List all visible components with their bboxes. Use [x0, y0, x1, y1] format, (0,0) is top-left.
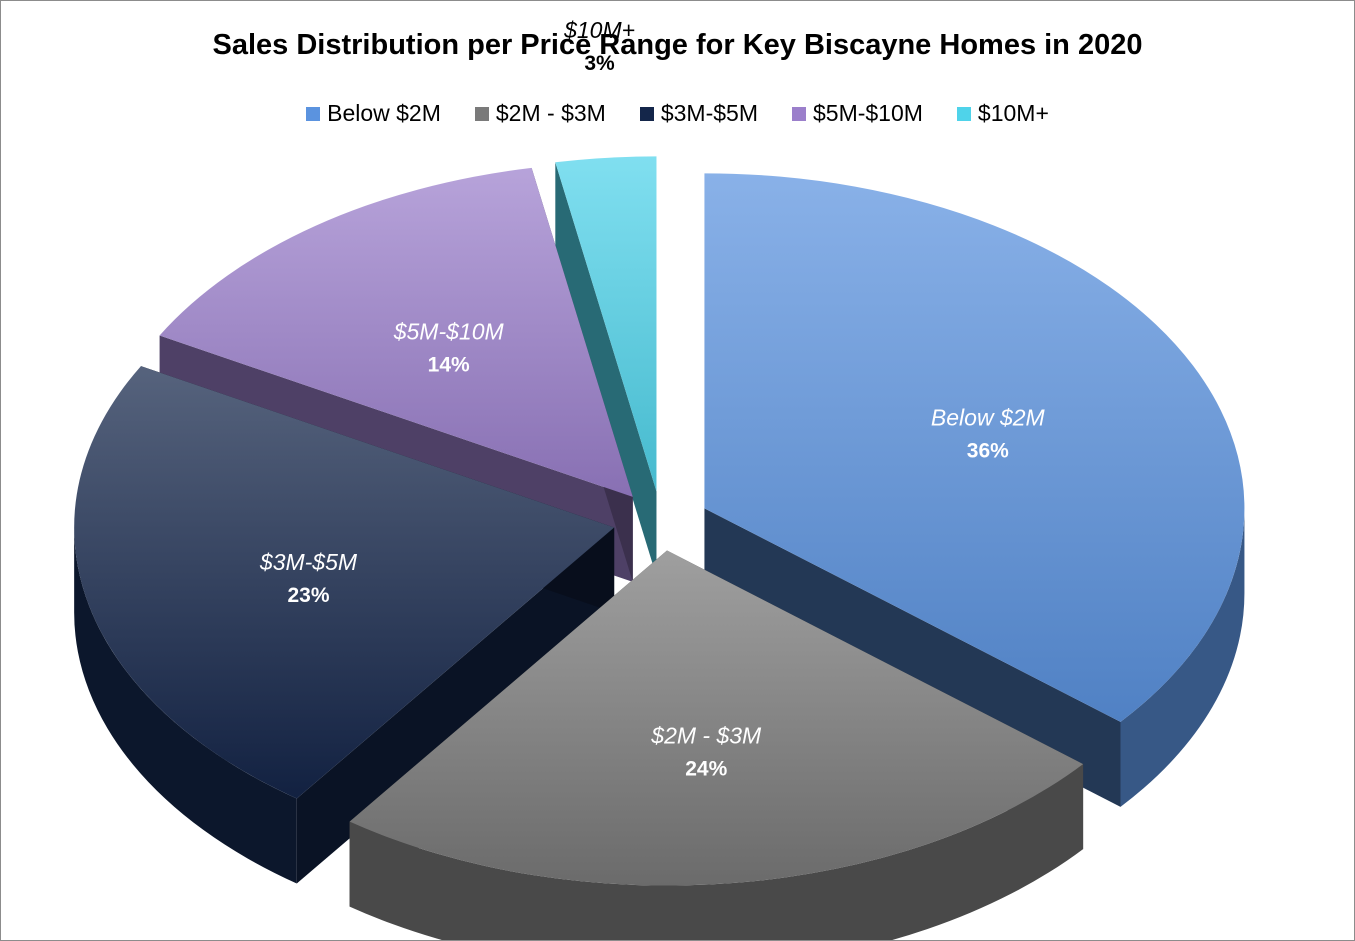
pie-slice-2m-3m: [349, 550, 1084, 940]
data-labels: Below $2M 36% $2M - $3M 24% $3M-$5M 23% $5M-$1…: [259, 17, 1046, 780]
pie-slice-3m-5m: [74, 366, 615, 884]
legend-label: Below $2M: [327, 100, 441, 126]
slice-top-face: [159, 167, 633, 497]
slice-outer-wall: [74, 527, 297, 884]
pie-slice-10m-plus: [555, 156, 657, 577]
slice-outer-wall: [349, 764, 1084, 940]
legend-swatch: [791, 106, 806, 121]
data-label-percent: 36%: [967, 440, 1009, 463]
chart-title: Sales Distribution per Price Range for K…: [212, 29, 1143, 61]
legend-label: $3M-$5M: [660, 100, 758, 126]
legend-swatch: [474, 106, 489, 121]
slice-top-face: [349, 550, 1084, 886]
legend-swatch: [306, 106, 321, 121]
legend-item-3m-5m: $3M-$5M: [639, 100, 758, 127]
legend-label: $2M - $3M: [495, 100, 606, 126]
slice-top-face: [555, 156, 657, 492]
slice-side-wall: [296, 527, 615, 884]
slice-side-wall: [555, 162, 657, 577]
legend-swatch: [639, 106, 654, 121]
legend-item-below-2m: Below $2M: [306, 100, 441, 127]
legend-swatch: [956, 106, 971, 121]
data-label-name: $2M - $3M: [650, 722, 762, 748]
data-label-name: $5M-$10M: [393, 319, 505, 345]
slice-top-face: [704, 173, 1245, 722]
data-label-percent: 23%: [287, 584, 329, 607]
legend-item-2m-3m: $2M - $3M: [474, 100, 606, 127]
data-label-percent: 14%: [428, 354, 470, 377]
slice-outer-wall: [1120, 508, 1245, 807]
legend-item-5m-10m: $5M-$10M: [791, 100, 923, 127]
legend-label: $5M-$10M: [812, 100, 923, 126]
data-label-percent: 24%: [685, 757, 727, 780]
data-label-name: Below $2M: [931, 405, 1046, 431]
legend-label: $10M+: [977, 100, 1049, 126]
data-label-name: $10M+: [563, 17, 635, 43]
legend: Below $2M $2M - $3M $3M-$5M $5M-$10M $10…: [1, 100, 1354, 127]
data-label-name: $3M-$5M: [259, 549, 358, 575]
slice-top-face: [74, 366, 615, 799]
data-label-percent: 3%: [584, 52, 615, 75]
legend-item-10m-plus: $10M+: [956, 100, 1049, 127]
